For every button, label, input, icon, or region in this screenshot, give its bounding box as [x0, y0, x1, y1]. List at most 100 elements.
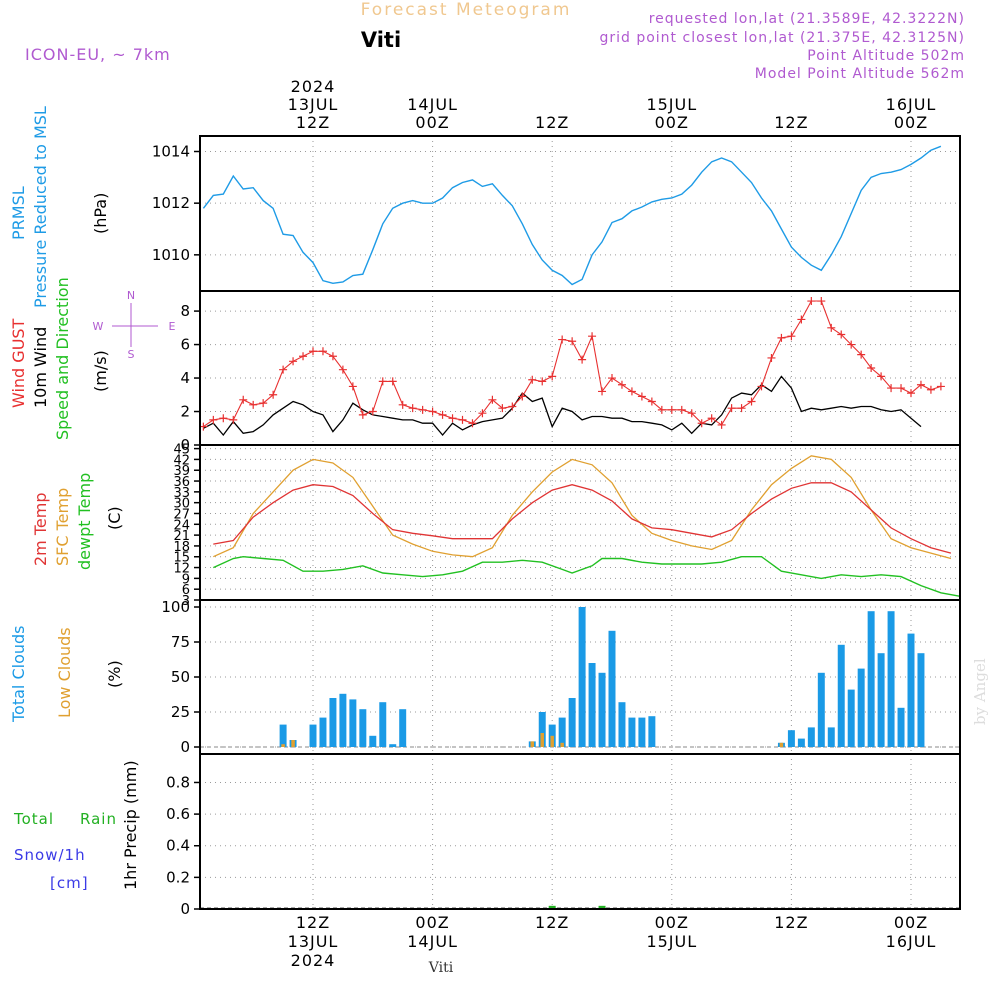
cloud-low-bar	[530, 741, 535, 747]
gust-marker	[757, 382, 766, 391]
wind-10m-line	[203, 375, 922, 437]
time-tick-top: 15JUL	[646, 95, 697, 114]
gust-marker	[368, 407, 377, 416]
gust-marker	[677, 405, 686, 414]
cloud-total-bar	[917, 653, 925, 747]
gust-marker	[418, 405, 427, 414]
model-label: ICON-EU, ~ 7km	[25, 45, 171, 64]
gust-marker	[239, 395, 248, 404]
y-tick-label: 21	[173, 529, 190, 544]
cloud-total-bar	[558, 717, 566, 747]
cloud-total-bar	[867, 611, 875, 747]
gust-marker	[398, 400, 407, 409]
requested-coords: requested lon,lat (21.3589E, 42.3222N)	[649, 11, 965, 27]
gust-marker	[667, 405, 676, 414]
time-tick-top: 12Z	[774, 113, 808, 132]
y-tick-label: 36	[173, 475, 190, 490]
wind-10m-label: 10m Wind	[31, 327, 50, 408]
time-tick-bottom: 14JUL	[407, 932, 458, 951]
gust-marker	[847, 340, 856, 349]
panel-frame-2	[199, 290, 961, 446]
rain-bar	[548, 905, 556, 909]
y-tick-label: 100	[161, 598, 190, 616]
gust-marker	[797, 315, 806, 324]
y-tick-label: 6	[180, 336, 190, 354]
time-tick-top: 14JUL	[407, 95, 458, 114]
cloud-total-bar	[887, 611, 895, 747]
time-tick-top: 00Z	[894, 113, 928, 132]
gust-marker	[528, 375, 537, 384]
gust-marker	[907, 389, 915, 398]
gust-marker	[598, 387, 607, 396]
rain-rain-label: Rain	[80, 810, 117, 828]
time-tick-bottom: 16JUL	[886, 932, 937, 951]
gust-marker	[338, 365, 347, 374]
cloud-total-bar	[618, 702, 626, 747]
y-tick-label: 15	[173, 551, 190, 566]
gust-marker	[428, 407, 437, 416]
y-tick-label: 50	[171, 668, 190, 686]
pressure-label-1: PRMSL	[9, 186, 28, 240]
cloud-low-bar	[779, 742, 784, 747]
y-tick-label: 3	[182, 594, 190, 609]
gust-marker	[508, 402, 517, 411]
wind-unit: (m/s)	[91, 350, 110, 392]
gust-marker	[608, 374, 616, 383]
y-tick-label: 0.4	[166, 837, 190, 855]
gust-marker	[299, 352, 308, 361]
precip-axis-label: 1hr Precip (mm)	[121, 760, 140, 890]
cloud-total-bar	[907, 633, 915, 747]
y-tick-label: 0	[180, 900, 190, 918]
credit-label: by Angel	[971, 658, 989, 725]
cloud-low-bar	[291, 740, 295, 747]
gust-marker	[448, 414, 457, 423]
gust-marker	[458, 415, 467, 424]
time-tick-top: 2024	[291, 77, 336, 96]
time-tick-bottom: 2024	[291, 951, 336, 970]
y-tick-label: 6	[182, 583, 190, 598]
y-tick-label: 0.8	[166, 773, 190, 791]
time-tick-top: 00Z	[415, 113, 449, 132]
gust-marker	[707, 414, 716, 423]
gust-marker	[737, 404, 746, 413]
clouds-unit: (%)	[105, 660, 124, 688]
sfc-temp-line	[213, 455, 952, 560]
gust-marker	[378, 377, 387, 386]
cloud-total-bar	[339, 693, 347, 747]
cloud-total-bar	[897, 707, 905, 747]
panel-frame-1	[199, 135, 961, 292]
snow-unit: [cm]	[50, 874, 89, 892]
time-tick-bottom: 00Z	[655, 913, 689, 932]
cloud-total-bar	[359, 709, 367, 747]
cloud-total-bar	[598, 672, 606, 747]
gust-marker	[348, 382, 357, 391]
gust-marker	[488, 395, 497, 404]
gust-marker	[697, 419, 706, 428]
temp-sfc-label: SFC Temp	[53, 488, 72, 566]
temp-2m-label: 2m Temp	[31, 493, 50, 567]
panel-frame-3	[199, 444, 961, 601]
y-tick-label: 33	[173, 486, 190, 501]
rain-total-label: Total	[13, 810, 54, 828]
gust-marker	[388, 377, 397, 386]
gust-marker	[817, 297, 826, 306]
y-tick-label: 1014	[152, 143, 190, 161]
gust-marker	[548, 372, 557, 381]
gust-marker	[309, 347, 317, 356]
temp-dew-label: dewpt Temp	[75, 473, 94, 570]
time-tick-top: 16JUL	[886, 95, 937, 114]
gust-marker	[727, 404, 736, 413]
gridpoint-coords: grid point closest lon,lat (21.375E, 42.…	[599, 30, 965, 46]
gust-marker	[887, 384, 896, 393]
pressure-label-2: Pressure Reduced to MSL	[31, 106, 50, 308]
cloud-low-bar	[560, 742, 564, 747]
cloud-total-bar	[827, 727, 835, 747]
gust-marker	[408, 404, 417, 413]
rain-bar	[598, 905, 606, 909]
y-tick-label: 0.2	[166, 868, 190, 886]
y-tick-label: 75	[171, 633, 190, 651]
gust-marker	[468, 419, 477, 428]
point-altitude: Point Altitude 502m	[807, 48, 965, 64]
gust-marker	[687, 409, 696, 418]
gust-marker	[588, 332, 597, 341]
